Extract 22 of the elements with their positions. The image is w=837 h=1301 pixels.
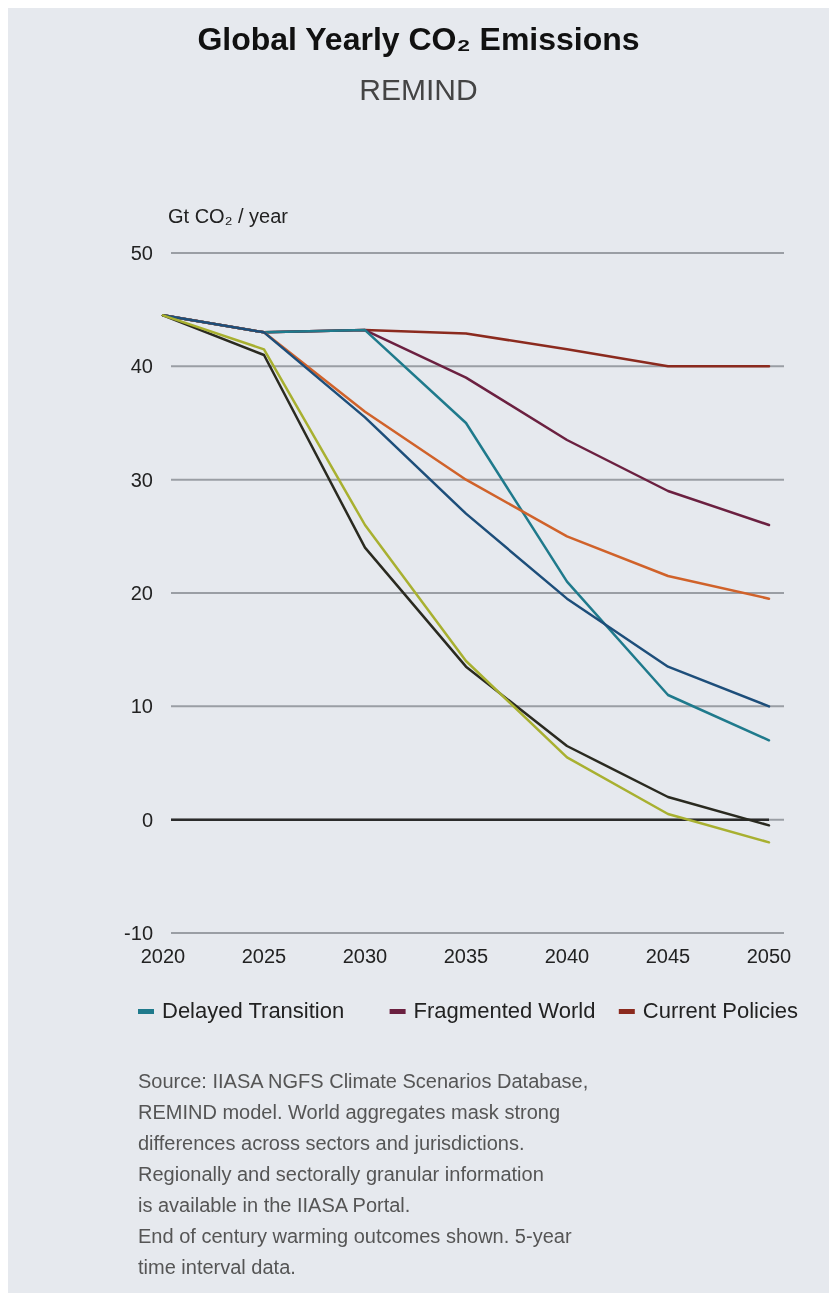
x-tick-label: 2020 [140, 945, 186, 967]
x-tick-label: 2045 [645, 945, 691, 967]
x-tick-label: 2050 [746, 945, 792, 967]
y-tick-label: 50 [130, 242, 153, 264]
source-note: Source: IIASA NGFS Climate Scenarios Database, REMIND model. World aggregates mask strong differences across sectors and jurisdictions. Regionally and sectorally granular information is available in the IIASA Portal. [138, 1070, 589, 1216]
y-tick-label: 40 [130, 355, 153, 378]
y-tick-label: 0 [141, 808, 153, 831]
chart-title: Global Yearly CO₂ Emissions [197, 21, 640, 57]
x-tick-label: 2035 [443, 945, 489, 967]
x-tick-label: 2040 [544, 945, 590, 967]
legend-label: Delayed Transition [162, 998, 345, 1023]
chart-subtitle: REMIND [359, 73, 478, 106]
y-axis-title: Gt CO₂ / year [168, 205, 289, 227]
x-tick-label: 2025 [241, 945, 287, 967]
y-tick-label: 20 [130, 582, 153, 604]
y-tick-label: 30 [130, 468, 153, 491]
x-tick-label: 2030 [342, 945, 388, 967]
legend-label: Current Policies [642, 998, 799, 1023]
y-tick-label: 10 [130, 695, 153, 718]
legend-label: Fragmented World [413, 998, 596, 1023]
text: End of century warming outcomes shown. 5-year time interval data. [138, 1225, 572, 1278]
y-tick-label: -10 [124, 922, 153, 944]
